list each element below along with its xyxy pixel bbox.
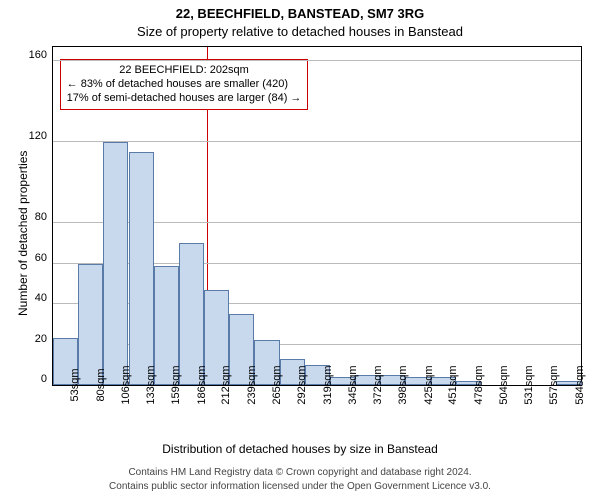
annotation-box: 22 BEECHFIELD: 202sqm ← 83% of detached … (60, 59, 309, 110)
x-tick-label: 425sqm (419, 365, 435, 404)
x-tick-label: 478sqm (469, 365, 485, 404)
x-tick-label: 80sqm (91, 368, 107, 401)
histogram-bar (78, 264, 103, 385)
annotation-line2: ← 83% of detached houses are smaller (42… (67, 78, 302, 92)
y-axis-label: Number of detached properties (16, 151, 30, 316)
x-tick-label: 372sqm (368, 365, 384, 404)
y-tick-label: 40 (35, 292, 53, 304)
x-tick-label: 159sqm (166, 365, 182, 404)
chart-area: 22 BEECHFIELD: 202sqm ← 83% of detached … (52, 46, 582, 386)
x-tick-label: 319sqm (318, 365, 334, 404)
gridline (53, 141, 581, 142)
annotation-line3: 17% of semi-detached houses are larger (… (67, 92, 302, 106)
x-tick-label: 133sqm (141, 365, 157, 404)
histogram-bar (129, 152, 154, 385)
gridline (53, 60, 581, 61)
y-tick-label: 160 (29, 49, 53, 61)
attribution-line2: Contains public sector information licen… (0, 481, 600, 492)
annotation-line1: 22 BEECHFIELD: 202sqm (67, 64, 302, 78)
histogram-bar (179, 243, 204, 385)
y-tick-label: 20 (35, 333, 53, 345)
x-tick-label: 398sqm (393, 365, 409, 404)
x-tick-label: 345sqm (343, 365, 359, 404)
address-title: 22, BEECHFIELD, BANSTEAD, SM7 3RG (0, 6, 600, 21)
x-tick-label: 557sqm (544, 365, 560, 404)
x-tick-label: 212sqm (216, 365, 232, 404)
x-tick-label: 186sqm (192, 365, 208, 404)
x-tick-label: 504sqm (494, 365, 510, 404)
y-tick-label: 80 (35, 211, 53, 223)
y-tick-label: 60 (35, 252, 53, 264)
y-tick-label: 120 (29, 130, 53, 142)
x-tick-label: 451sqm (443, 365, 459, 404)
histogram-bar (103, 142, 128, 385)
x-tick-label: 292sqm (292, 365, 308, 404)
x-tick-label: 106sqm (116, 365, 132, 404)
y-tick-label: 0 (41, 373, 53, 385)
x-tick-label: 584sqm (570, 365, 586, 404)
x-tick-label: 531sqm (519, 365, 535, 404)
chart-subtitle: Size of property relative to detached ho… (0, 24, 600, 39)
x-tick-label: 239sqm (242, 365, 258, 404)
attribution-line1: Contains HM Land Registry data © Crown c… (0, 467, 600, 478)
x-tick-label: 265sqm (267, 365, 283, 404)
x-axis-label: Distribution of detached houses by size … (0, 442, 600, 456)
x-tick-label: 53sqm (65, 368, 81, 401)
